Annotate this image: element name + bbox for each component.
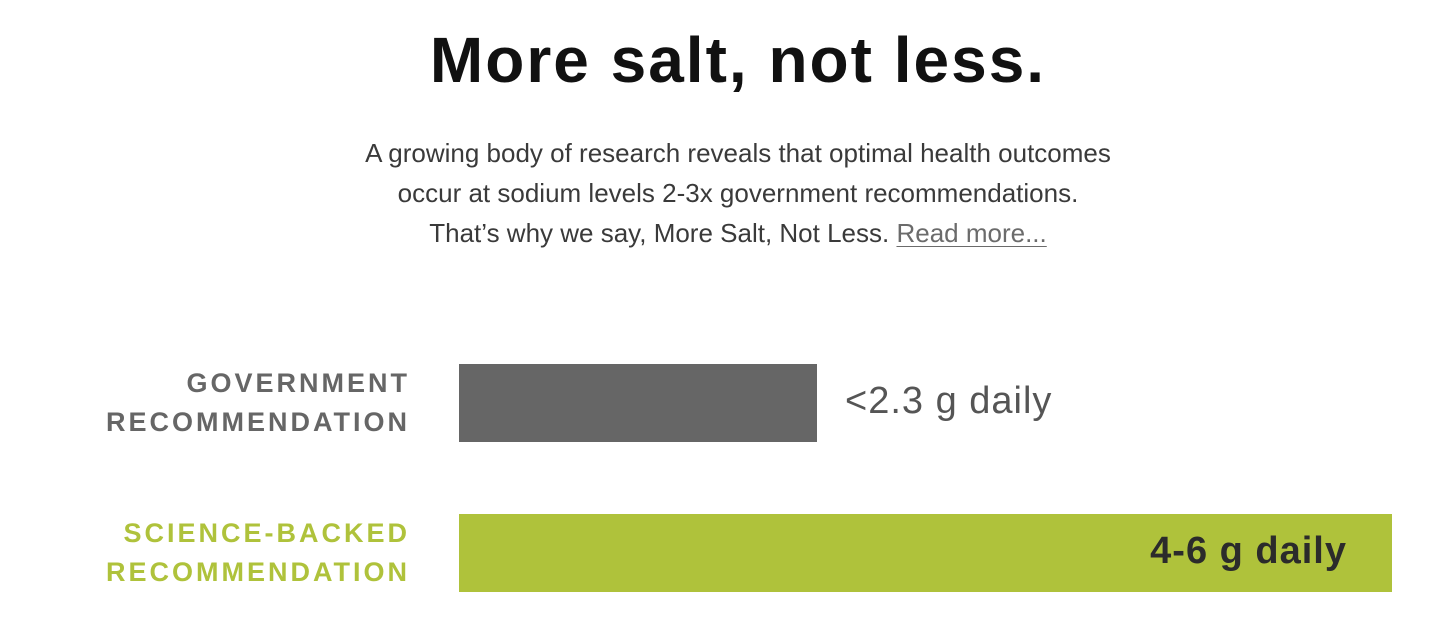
category-label-line: SCIENCE-BACKED	[123, 518, 410, 548]
science-backed-bar	[459, 514, 1392, 592]
government-bar	[459, 364, 817, 442]
government-value-label: <2.3 g daily	[845, 380, 1053, 422]
description-line-last: That’s why we say, More Salt, Not Less. …	[0, 213, 1456, 253]
read-more-link[interactable]: Read more...	[896, 218, 1047, 248]
science-backed-value-label: 4-6 g daily	[1150, 530, 1347, 572]
description-line: occur at sodium levels 2-3x government r…	[397, 178, 1079, 208]
science-backed-label: SCIENCE-BACKED RECOMMENDATION	[106, 514, 410, 592]
description: A growing body of research reveals that …	[0, 133, 1456, 253]
description-text: That’s why we say, More Salt, Not Less.	[429, 218, 890, 248]
category-label-line: RECOMMENDATION	[106, 557, 410, 587]
page-title: More salt, not less.	[429, 24, 1047, 96]
description-line: A growing body of research reveals that …	[365, 138, 1111, 168]
category-label-line: GOVERNMENT	[186, 368, 410, 398]
government-label: GOVERNMENT RECOMMENDATION	[106, 364, 410, 442]
category-label-line: RECOMMENDATION	[106, 407, 410, 437]
